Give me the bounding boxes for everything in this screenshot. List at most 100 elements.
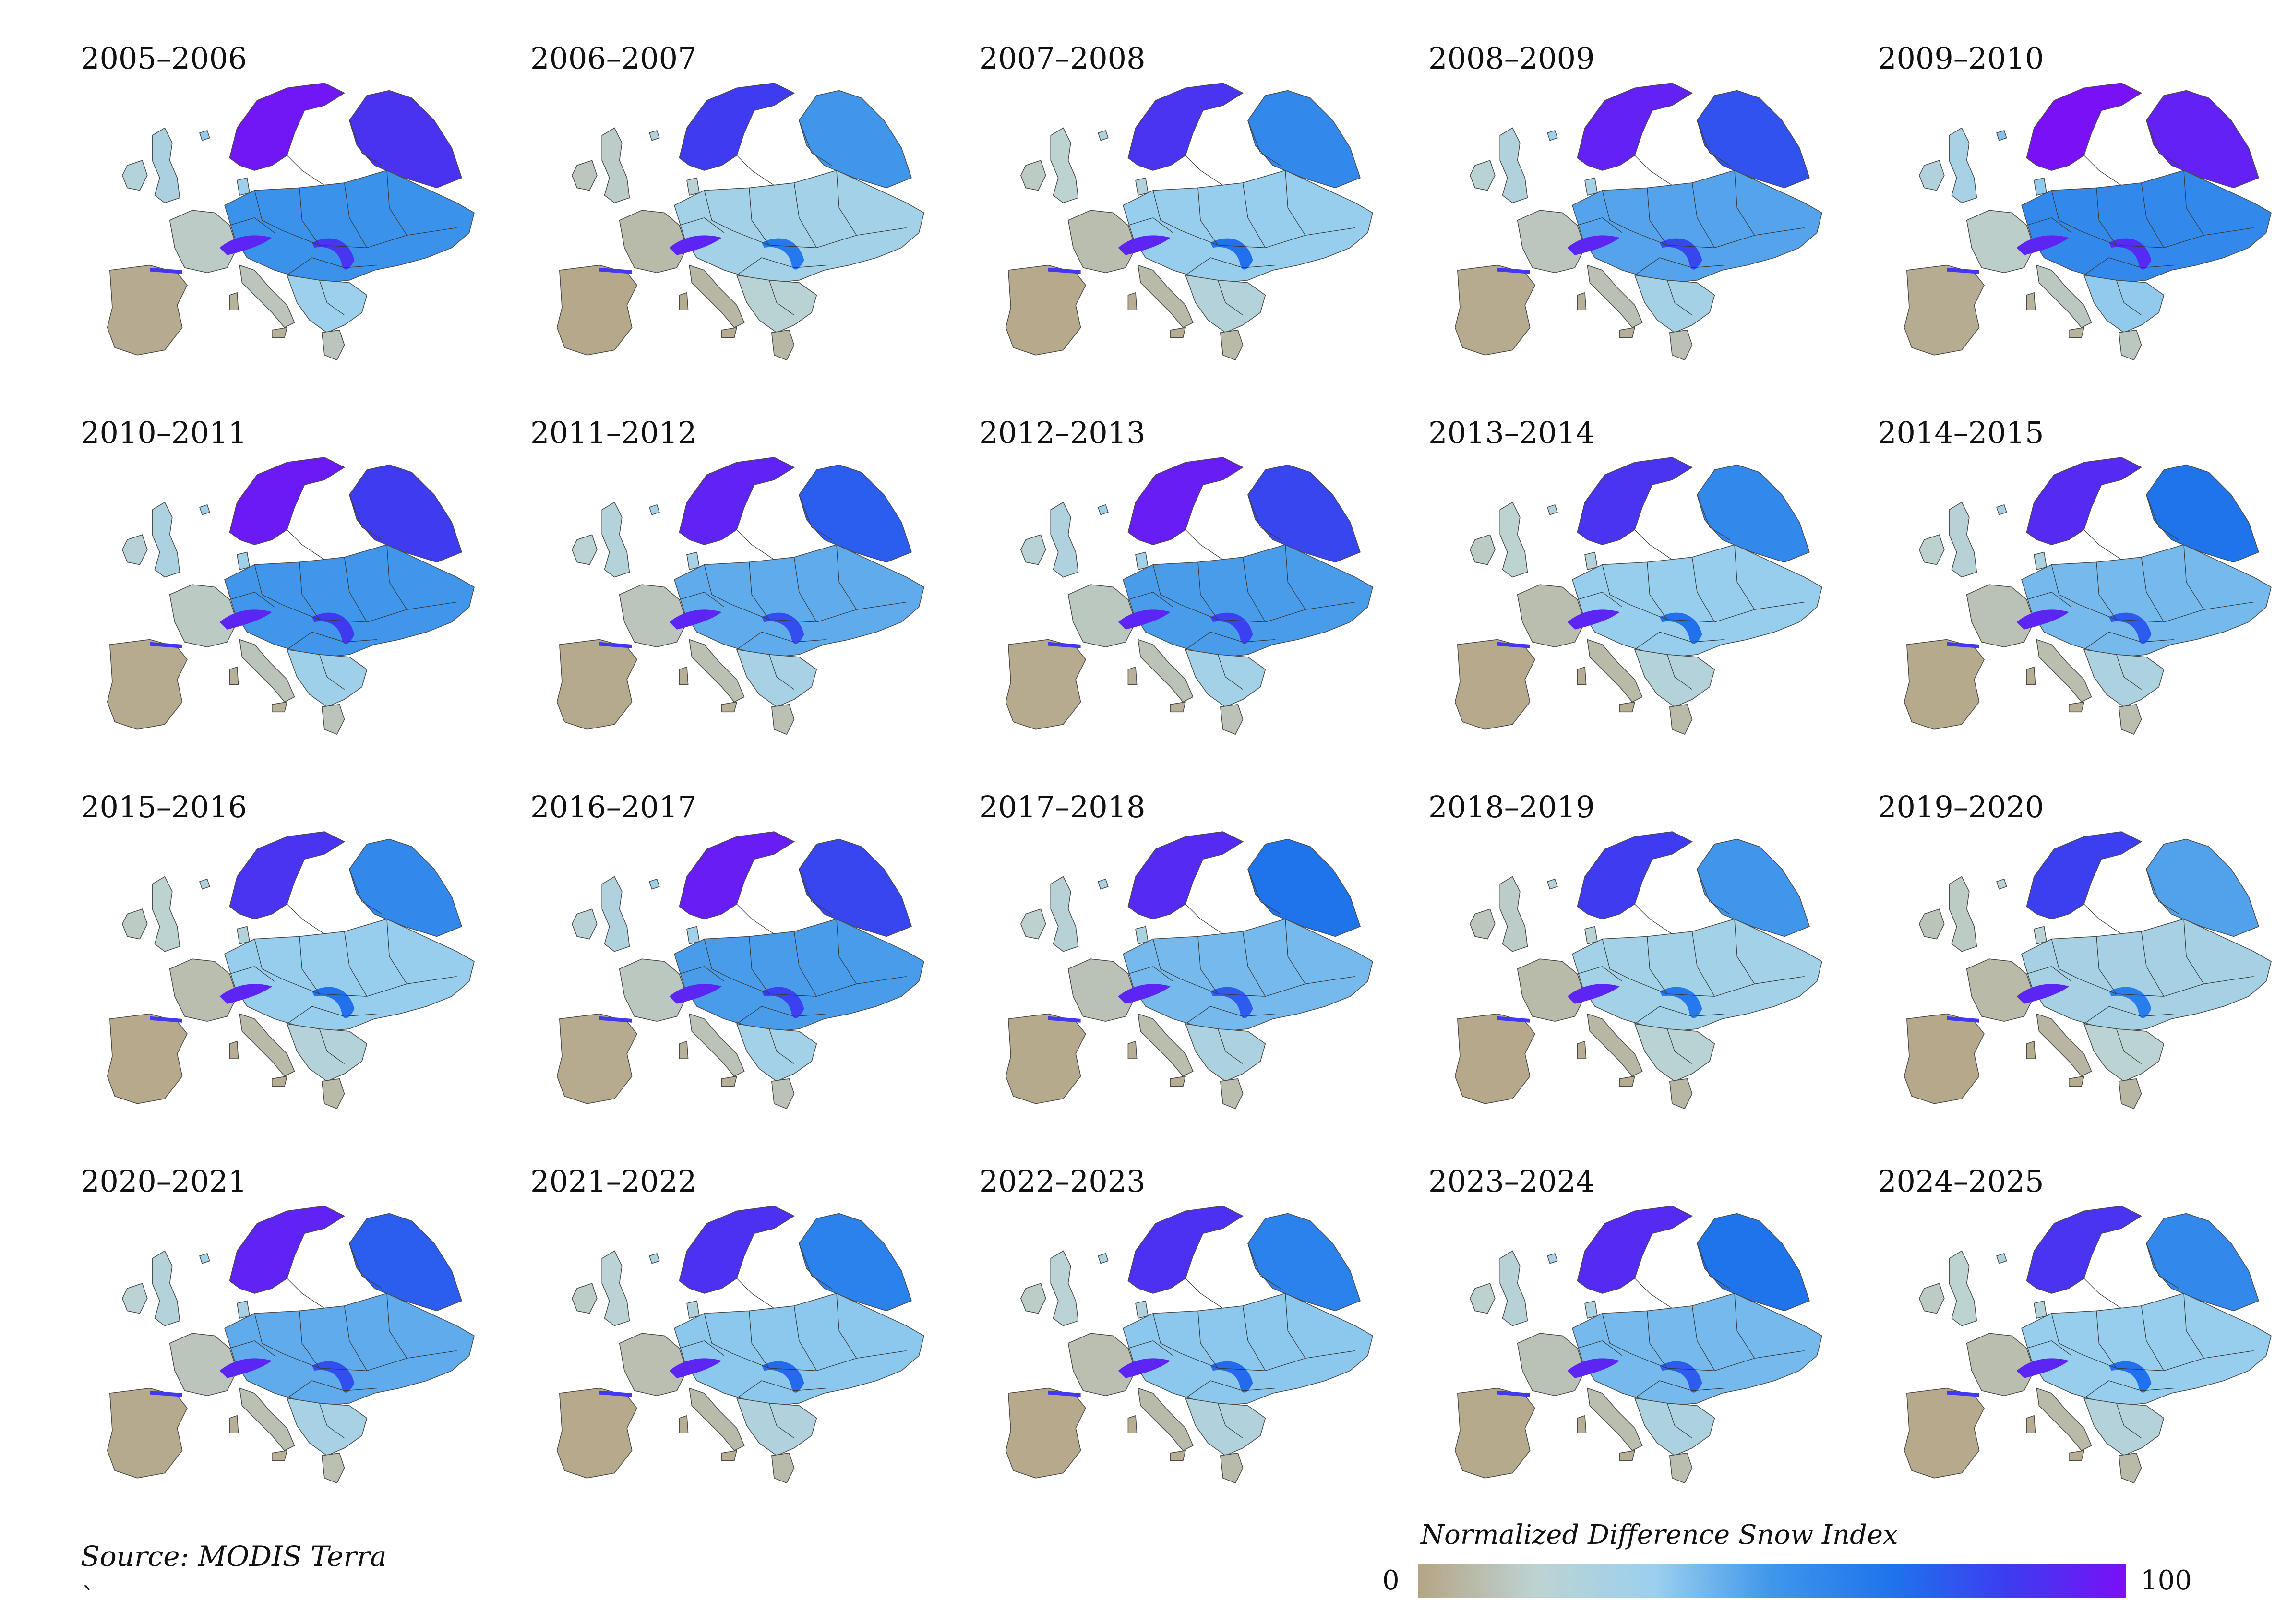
region-scandinavia	[229, 83, 346, 171]
europe-snow-map	[1005, 83, 1373, 361]
country-border	[1666, 1403, 1692, 1439]
region-ireland	[1020, 160, 1046, 191]
region-britain	[1050, 127, 1079, 203]
region-pyrenees	[150, 1390, 182, 1397]
region-alps	[2016, 235, 2069, 255]
country-border	[1247, 869, 1281, 915]
region-balkans	[286, 649, 368, 707]
region-balkans	[1634, 1397, 1715, 1456]
country-border	[1185, 257, 1276, 275]
region-sardinia	[2026, 1040, 2036, 1059]
country-border	[704, 564, 732, 605]
region-iceland_dots	[1098, 504, 1109, 515]
region-alps	[2016, 609, 2069, 630]
region-iceland_dots	[1996, 878, 2007, 890]
region-denmark	[1584, 926, 1598, 944]
region-italy	[2036, 264, 2092, 328]
region-france	[1067, 584, 1136, 648]
region-sardinia	[1577, 1415, 1587, 1433]
season-map-panel: 2011–2012	[530, 414, 962, 778]
country-border	[1697, 869, 1730, 915]
region-britain	[152, 502, 180, 578]
season-map-panel: 2022–2023	[979, 1162, 1411, 1527]
region-greece	[2118, 1452, 2142, 1484]
region-iceland_dots	[1098, 1253, 1109, 1264]
region-pyrenees	[599, 267, 632, 274]
region-scandinavia	[1577, 1206, 1693, 1294]
country-border	[2096, 1311, 2117, 1369]
country-border	[1152, 1313, 1181, 1354]
region-alps	[1118, 235, 1171, 255]
region-italy	[239, 264, 295, 328]
region-sicily	[1170, 1075, 1186, 1087]
region-central	[1123, 170, 1373, 283]
region-central	[674, 919, 924, 1032]
region-france	[1966, 584, 2035, 648]
region-france	[1517, 210, 1585, 274]
country-border	[1697, 1243, 1730, 1289]
season-label: 2023–2024	[1428, 1164, 1595, 1199]
region-northeast	[349, 838, 462, 937]
season-label: 2020–2021	[81, 1164, 247, 1199]
country-border	[2051, 190, 2079, 231]
region-sicily	[721, 1075, 738, 1087]
region-iceland_dots	[199, 1253, 210, 1264]
country-border	[1602, 564, 1630, 605]
season-map-panel: 2008–2009	[1428, 39, 1860, 404]
region-balkans	[736, 1023, 817, 1082]
season-label: 2022–2023	[979, 1164, 1146, 1199]
region-iceland_dots	[1996, 130, 2007, 141]
region-alps	[219, 984, 272, 1004]
country-border	[731, 601, 907, 622]
country-border	[2146, 494, 2179, 540]
region-denmark	[1584, 177, 1598, 196]
season-label: 2007–2008	[979, 41, 1146, 76]
region-iceland_dots	[199, 504, 210, 515]
season-label: 2014–2015	[1878, 415, 2044, 450]
region-iceland_dots	[649, 504, 660, 515]
country-border	[2141, 931, 2164, 997]
region-denmark	[237, 926, 250, 944]
season-map-panel: 2017–2018	[979, 788, 1411, 1153]
region-scandinavia	[679, 457, 795, 545]
region-sicily	[2069, 701, 2085, 713]
region-britain	[1050, 502, 1079, 578]
region-scandinavia	[1127, 457, 1244, 545]
country-border	[1197, 1311, 1219, 1369]
region-iberia	[1454, 1387, 1535, 1479]
region-central	[674, 170, 924, 283]
region-alps	[1567, 609, 1620, 630]
country-border	[2079, 976, 2254, 997]
country-border	[768, 1028, 794, 1064]
country-border	[2026, 1340, 2072, 1356]
region-central	[1572, 919, 1822, 1032]
country-border	[704, 939, 732, 979]
region-sicily	[272, 327, 288, 338]
country-border	[704, 1313, 732, 1354]
country-border	[2146, 869, 2179, 915]
region-italy	[689, 264, 745, 328]
country-border	[1128, 1340, 1173, 1356]
country-border	[1285, 919, 1306, 984]
region-denmark	[1584, 551, 1598, 570]
region-iceland_dots	[649, 1253, 660, 1264]
region-greece	[2118, 704, 2142, 735]
country-border	[1242, 1305, 1266, 1371]
region-scandinavia	[679, 831, 795, 919]
country-border	[344, 557, 367, 622]
region-northeast	[2146, 90, 2259, 189]
region-balkans	[1634, 1023, 1715, 1082]
region-iberia	[1005, 1387, 1086, 1479]
season-label: 2015–2016	[81, 789, 247, 824]
region-alps	[1118, 1358, 1171, 1378]
region-iceland_dots	[1547, 1253, 1558, 1264]
source-caption: Source: MODIS Terra	[81, 1540, 387, 1573]
region-italy	[1138, 639, 1194, 703]
europe-snow-map	[556, 831, 924, 1110]
region-britain	[1499, 502, 1528, 578]
region-northeast	[2146, 1213, 2259, 1312]
country-border	[1647, 562, 1668, 620]
country-border	[731, 1350, 907, 1371]
country-border	[2116, 1028, 2142, 1064]
country-border	[836, 1293, 857, 1359]
